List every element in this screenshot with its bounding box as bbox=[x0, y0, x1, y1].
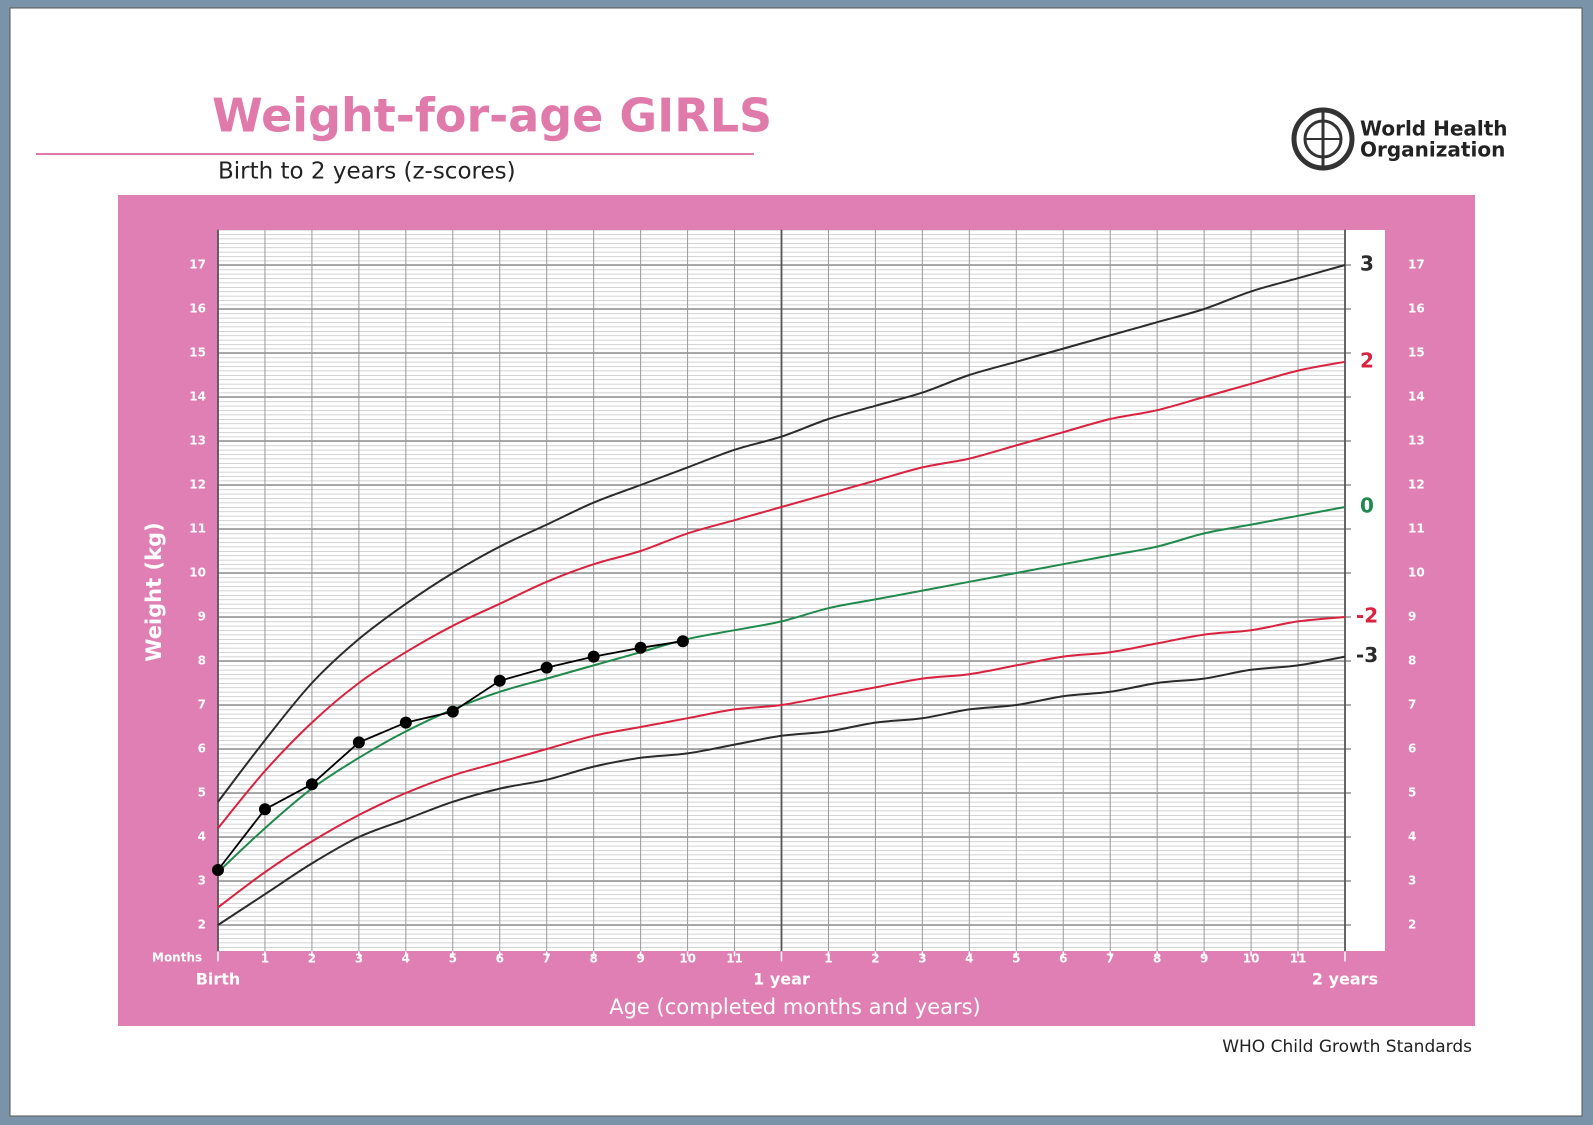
y-tick-label: 2 bbox=[1408, 918, 1416, 932]
data-point bbox=[212, 864, 224, 876]
z-score-curve bbox=[217, 616, 1346, 909]
x-tick-label: 7 bbox=[543, 952, 551, 966]
data-point bbox=[258, 803, 271, 816]
z-score-curve bbox=[217, 655, 1346, 926]
logo-text: Organization bbox=[1360, 138, 1505, 162]
x-tick-label: 1 bbox=[824, 952, 832, 966]
x-axis-label: Age (completed months and years) bbox=[609, 995, 981, 1019]
data-point bbox=[352, 736, 365, 749]
x-tick-label: 2 years bbox=[1312, 970, 1378, 989]
x-tick-label: 6 bbox=[496, 952, 504, 966]
x-tick-label: 11 bbox=[1290, 952, 1307, 966]
who-logo bbox=[1291, 107, 1355, 171]
data-point bbox=[676, 635, 689, 648]
y-tick-label: 10 bbox=[189, 566, 206, 580]
x-tick-label: 11 bbox=[726, 952, 743, 966]
y-axis-label: Weight (kg) bbox=[142, 522, 166, 661]
chart-title: Weight-for-age GIRLS bbox=[212, 89, 772, 143]
y-tick-label: 7 bbox=[198, 698, 206, 712]
x-tick-label: 3 bbox=[355, 952, 363, 966]
curve-label: -3 bbox=[1356, 643, 1378, 667]
y-tick-label: 10 bbox=[1408, 566, 1425, 580]
y-tick-label: 11 bbox=[1408, 522, 1425, 536]
x-tick-label: 9 bbox=[636, 952, 644, 966]
y-tick-label: 15 bbox=[1408, 346, 1425, 360]
x-tick-label: 8 bbox=[1153, 952, 1161, 966]
chart-subtitle: Birth to 2 years (z-scores) bbox=[218, 159, 516, 185]
curve-label: 0 bbox=[1360, 494, 1374, 518]
z-score-curve bbox=[217, 360, 1346, 829]
logo-text: World Health bbox=[1360, 117, 1508, 141]
y-tick-label: 3 bbox=[198, 874, 206, 888]
x-tick-label: 2 bbox=[308, 952, 316, 966]
data-point bbox=[399, 716, 412, 729]
x-tick-label: 4 bbox=[402, 952, 410, 966]
footer: WHO Child Growth Standards bbox=[1222, 1037, 1472, 1057]
y-tick-label: 5 bbox=[1408, 786, 1416, 800]
data-point bbox=[493, 674, 506, 687]
z-score-curve bbox=[217, 506, 1346, 873]
data-point bbox=[540, 661, 553, 674]
y-tick-label: 14 bbox=[1408, 390, 1425, 404]
y-tick-label: 2 bbox=[198, 918, 206, 932]
y-tick-label: 4 bbox=[198, 830, 206, 844]
y-tick-label: 6 bbox=[198, 742, 206, 756]
x-tick-label: 5 bbox=[1012, 952, 1020, 966]
x-tick-label: 3 bbox=[918, 952, 926, 966]
y-tick-label: 9 bbox=[198, 610, 206, 624]
x-tick-label: 7 bbox=[1106, 952, 1114, 966]
y-tick-label: 16 bbox=[1408, 302, 1425, 316]
x-tick-label: 1 bbox=[261, 952, 269, 966]
data-point bbox=[634, 641, 647, 654]
x-tick-label: 9 bbox=[1200, 952, 1208, 966]
y-tick-label: 12 bbox=[189, 478, 206, 492]
y-tick-label: 17 bbox=[189, 258, 206, 272]
x-tick-label: 4 bbox=[965, 952, 973, 966]
y-tick-label: 4 bbox=[1408, 830, 1416, 844]
curve-label: -2 bbox=[1356, 604, 1378, 628]
y-tick-label: 8 bbox=[1408, 654, 1416, 668]
y-tick-label: 13 bbox=[189, 434, 206, 448]
x-tick-label: 10 bbox=[679, 952, 696, 966]
x-tick-label: 10 bbox=[1243, 952, 1260, 966]
x-tick-label: 1 year bbox=[753, 970, 810, 989]
curve-label: 2 bbox=[1360, 348, 1374, 372]
y-tick-label: 17 bbox=[1408, 258, 1425, 272]
y-tick-label: 12 bbox=[1408, 478, 1425, 492]
y-tick-label: 11 bbox=[189, 522, 206, 536]
x-tick-label: 2 bbox=[871, 952, 879, 966]
x-tick-label: 5 bbox=[449, 952, 457, 966]
x-tick-label: 8 bbox=[589, 952, 597, 966]
y-tick-label: 13 bbox=[1408, 434, 1425, 448]
data-point bbox=[446, 705, 459, 718]
y-tick-label: 14 bbox=[189, 390, 206, 404]
curve-label: 3 bbox=[1360, 252, 1374, 276]
y-tick-label: 6 bbox=[1408, 742, 1416, 756]
x-row-label: Months bbox=[152, 951, 202, 965]
y-tick-label: 8 bbox=[198, 654, 206, 668]
z-score-curve bbox=[217, 264, 1346, 803]
y-tick-label: 15 bbox=[189, 346, 206, 360]
data-point bbox=[305, 778, 318, 791]
y-tick-label: 9 bbox=[1408, 610, 1416, 624]
y-tick-label: 5 bbox=[198, 786, 206, 800]
data-point bbox=[587, 650, 600, 663]
y-tick-label: 3 bbox=[1408, 874, 1416, 888]
x-tick-label: Birth bbox=[196, 970, 241, 989]
x-tick-label: 6 bbox=[1059, 952, 1067, 966]
y-tick-label: 7 bbox=[1408, 698, 1416, 712]
y-tick-label: 16 bbox=[189, 302, 206, 316]
